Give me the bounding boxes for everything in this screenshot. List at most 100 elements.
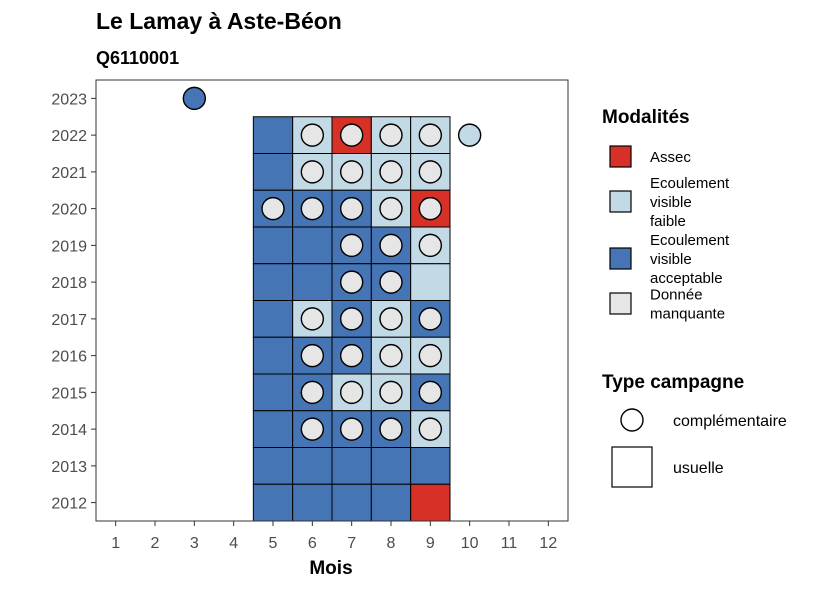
legend-label-faible-line-2: visible: [650, 194, 692, 211]
legend-label-manquante-line-2: manquante: [650, 306, 725, 323]
heatmap-tile-2013-9: [410, 447, 451, 485]
campaign-point-2022-8: [379, 123, 403, 147]
campaign-point-2015-9: [418, 380, 443, 405]
campaign-point-2019-9: [418, 233, 443, 258]
plot-panel-border: [95, 79, 569, 522]
heatmap-tile-2020-8: [370, 189, 412, 228]
y-tick-label-2022: 2022: [51, 128, 87, 145]
y-tick-label-2016: 2016: [51, 349, 87, 366]
x-tick-label-3: 3: [190, 535, 199, 552]
chart-title: Le Lamay à Aste-Béon: [96, 8, 342, 34]
x-tick-label-12: 12: [539, 535, 557, 552]
legend-key-faible: [609, 190, 632, 213]
campaign-point-2020-8: [379, 196, 403, 221]
campaign-point-2014-7: [339, 417, 364, 441]
x-tick-label-6: 6: [308, 535, 317, 552]
campaign-point-2021-9: [418, 160, 443, 184]
heatmap-tile-2018-5: [252, 263, 294, 301]
legend-key-acceptable: [609, 247, 632, 270]
heatmap-tile-2016-5: [252, 336, 294, 375]
x-tick-label-10: 10: [461, 535, 479, 552]
campaign-point-2015-7: [339, 380, 364, 405]
heatmap-tile-2021-7: [331, 153, 372, 191]
campaign-point-2017-6: [300, 307, 325, 331]
legend-label-circle: complémentaire: [673, 413, 787, 430]
campaign-point-2022-6: [300, 123, 325, 147]
x-tick-label-9: 9: [426, 535, 435, 552]
campaign-point-2015-8: [379, 380, 403, 405]
legend-modalites: Modalités Assec Ecoulement visible faible Ec…: [602, 107, 730, 323]
legend-label-faible-line-1: Ecoulement: [650, 175, 730, 192]
heatmap-tile-2014-5: [252, 410, 294, 448]
legend-label-acceptable-line-3: acceptable: [650, 270, 723, 287]
y-tick-label-2014: 2014: [51, 422, 87, 439]
campaign-point-2018-7: [339, 270, 364, 294]
legend-key-assec: [609, 145, 632, 168]
heatmap-tile-2013-5: [252, 447, 294, 485]
x-tick-label-4: 4: [229, 535, 238, 552]
heatmap-tile-2019-5: [252, 226, 294, 265]
y-tick-label-2017: 2017: [51, 312, 87, 329]
campaign-point-2014-6: [300, 417, 325, 441]
x-tick-label-2: 2: [151, 535, 160, 552]
heatmap-tile-2022-5: [252, 116, 294, 154]
heatmap-tile-2013-6: [292, 447, 333, 485]
y-tick-label-2012: 2012: [51, 496, 87, 513]
campaign-point-2014-9: [418, 417, 443, 441]
x-tick-label-1: 1: [111, 535, 120, 552]
legend-label-acceptable-line-1: Ecoulement: [650, 232, 730, 249]
y-tick-label-2023: 2023: [51, 91, 87, 108]
campaign-point-2016-8: [379, 343, 403, 368]
legend-label-faible-line-3: faible: [650, 213, 686, 230]
y-tick-label-2020: 2020: [51, 202, 87, 219]
heatmap-tile-2017-5: [252, 300, 294, 338]
campaign-point-2022-10: [457, 123, 482, 147]
campaign-point-2019-8: [379, 233, 403, 258]
heatmap-tile-2013-7: [331, 447, 372, 485]
y-tick-label-2018: 2018: [51, 275, 87, 292]
heatmap-tile-2012-7: [331, 483, 372, 522]
campaign-point-2016-9: [418, 343, 443, 368]
campaign-point-2017-9: [418, 307, 443, 331]
heatmap-tile-2019-6: [292, 226, 333, 265]
legend-label-assec-line-1: Assec: [650, 149, 691, 166]
campaign-point-2023-3: [182, 86, 207, 111]
legend-key-circle: [620, 408, 644, 432]
legend-label-manquante-line-1: Donnée: [650, 287, 703, 304]
y-tick-label-2019: 2019: [51, 238, 87, 255]
campaign-point-2014-8: [379, 417, 403, 441]
x-axis-label: Mois: [309, 558, 352, 579]
heatmap-tile-2012-5: [252, 483, 294, 522]
campaign-point-2015-6: [300, 380, 325, 405]
x-tick-label-11: 11: [501, 535, 518, 552]
campaign-point-2016-6: [300, 343, 325, 368]
campaign-point-2018-8: [379, 270, 403, 294]
y-tick-label-2021: 2021: [51, 165, 87, 182]
campaign-point-2020-5: [261, 196, 285, 221]
campaign-point-2021-8: [379, 160, 403, 184]
legend-label-square: usuelle: [673, 460, 724, 477]
x-tick-label-5: 5: [269, 535, 278, 552]
y-axis: 2012 2013 2014 2015 2016 2017 2018 2019 2020 2021…: [51, 91, 96, 513]
heatmap-tile-2018-9: [410, 263, 451, 301]
legend-type: Type campagne complémentaire usuelle: [602, 372, 787, 488]
campaign-point-2022-7: [339, 123, 364, 147]
campaign-point-2022-9: [418, 123, 443, 147]
y-tick-label-2013: 2013: [51, 459, 87, 476]
tiles-layer: [252, 116, 451, 522]
legend-key-square: [611, 446, 653, 488]
heatmap-tile-2015-5: [252, 373, 294, 412]
campaign-point-2017-7: [339, 307, 364, 331]
heatmap-tile-2018-6: [292, 263, 333, 301]
legend-type-title: Type campagne: [602, 372, 744, 393]
heatmap-tile-2012-9: [410, 483, 451, 522]
campaign-point-2020-6: [300, 196, 325, 221]
legend-key-manquante: [609, 292, 632, 315]
points-layer: [182, 86, 482, 441]
x-tick-label-8: 8: [387, 535, 396, 552]
campaign-point-2016-7: [339, 343, 364, 368]
campaign-point-2021-6: [300, 160, 325, 184]
x-axis: 1 2 3 4 5 6 7 8 9 10 11 12: [111, 521, 557, 552]
